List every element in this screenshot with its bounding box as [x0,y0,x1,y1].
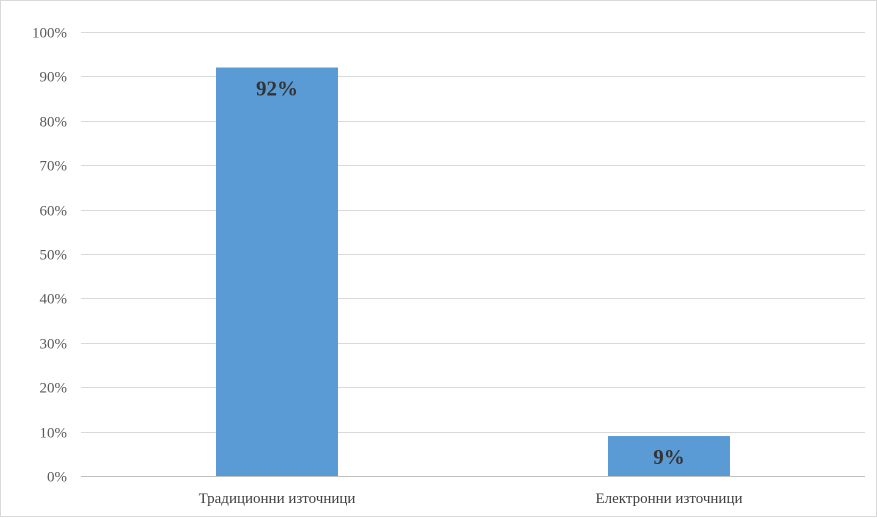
y-tick-label: 40% [40,292,68,308]
y-tick-label: 10% [40,426,68,442]
y-tick-label: 80% [40,115,68,131]
y-tick-label: 70% [40,159,68,175]
data-label: 92% [256,77,298,101]
gridlines [81,32,865,477]
bar [608,436,730,476]
y-axis-tick-labels: 0% 10% 20% 30% 40% 50% 60% 70% 80% 90% 100% [32,26,67,486]
y-tick-label: 50% [40,248,68,264]
y-tick-label: 20% [40,381,68,397]
y-tick-label: 0% [47,470,67,486]
bar [216,67,338,477]
x-category-label: Традиционни източници [199,491,356,507]
y-tick-label: 30% [40,337,68,353]
bars [216,67,730,477]
data-labels: 92% 9% [256,77,685,470]
data-label: 9% [653,445,685,469]
y-tick-label: 90% [40,70,68,86]
x-axis-category-labels: Традиционни източници Електронни източниц… [199,491,743,507]
x-category-label: Електронни източници [595,491,742,507]
y-tick-label: 60% [40,204,68,220]
y-tick-label: 100% [32,26,67,42]
